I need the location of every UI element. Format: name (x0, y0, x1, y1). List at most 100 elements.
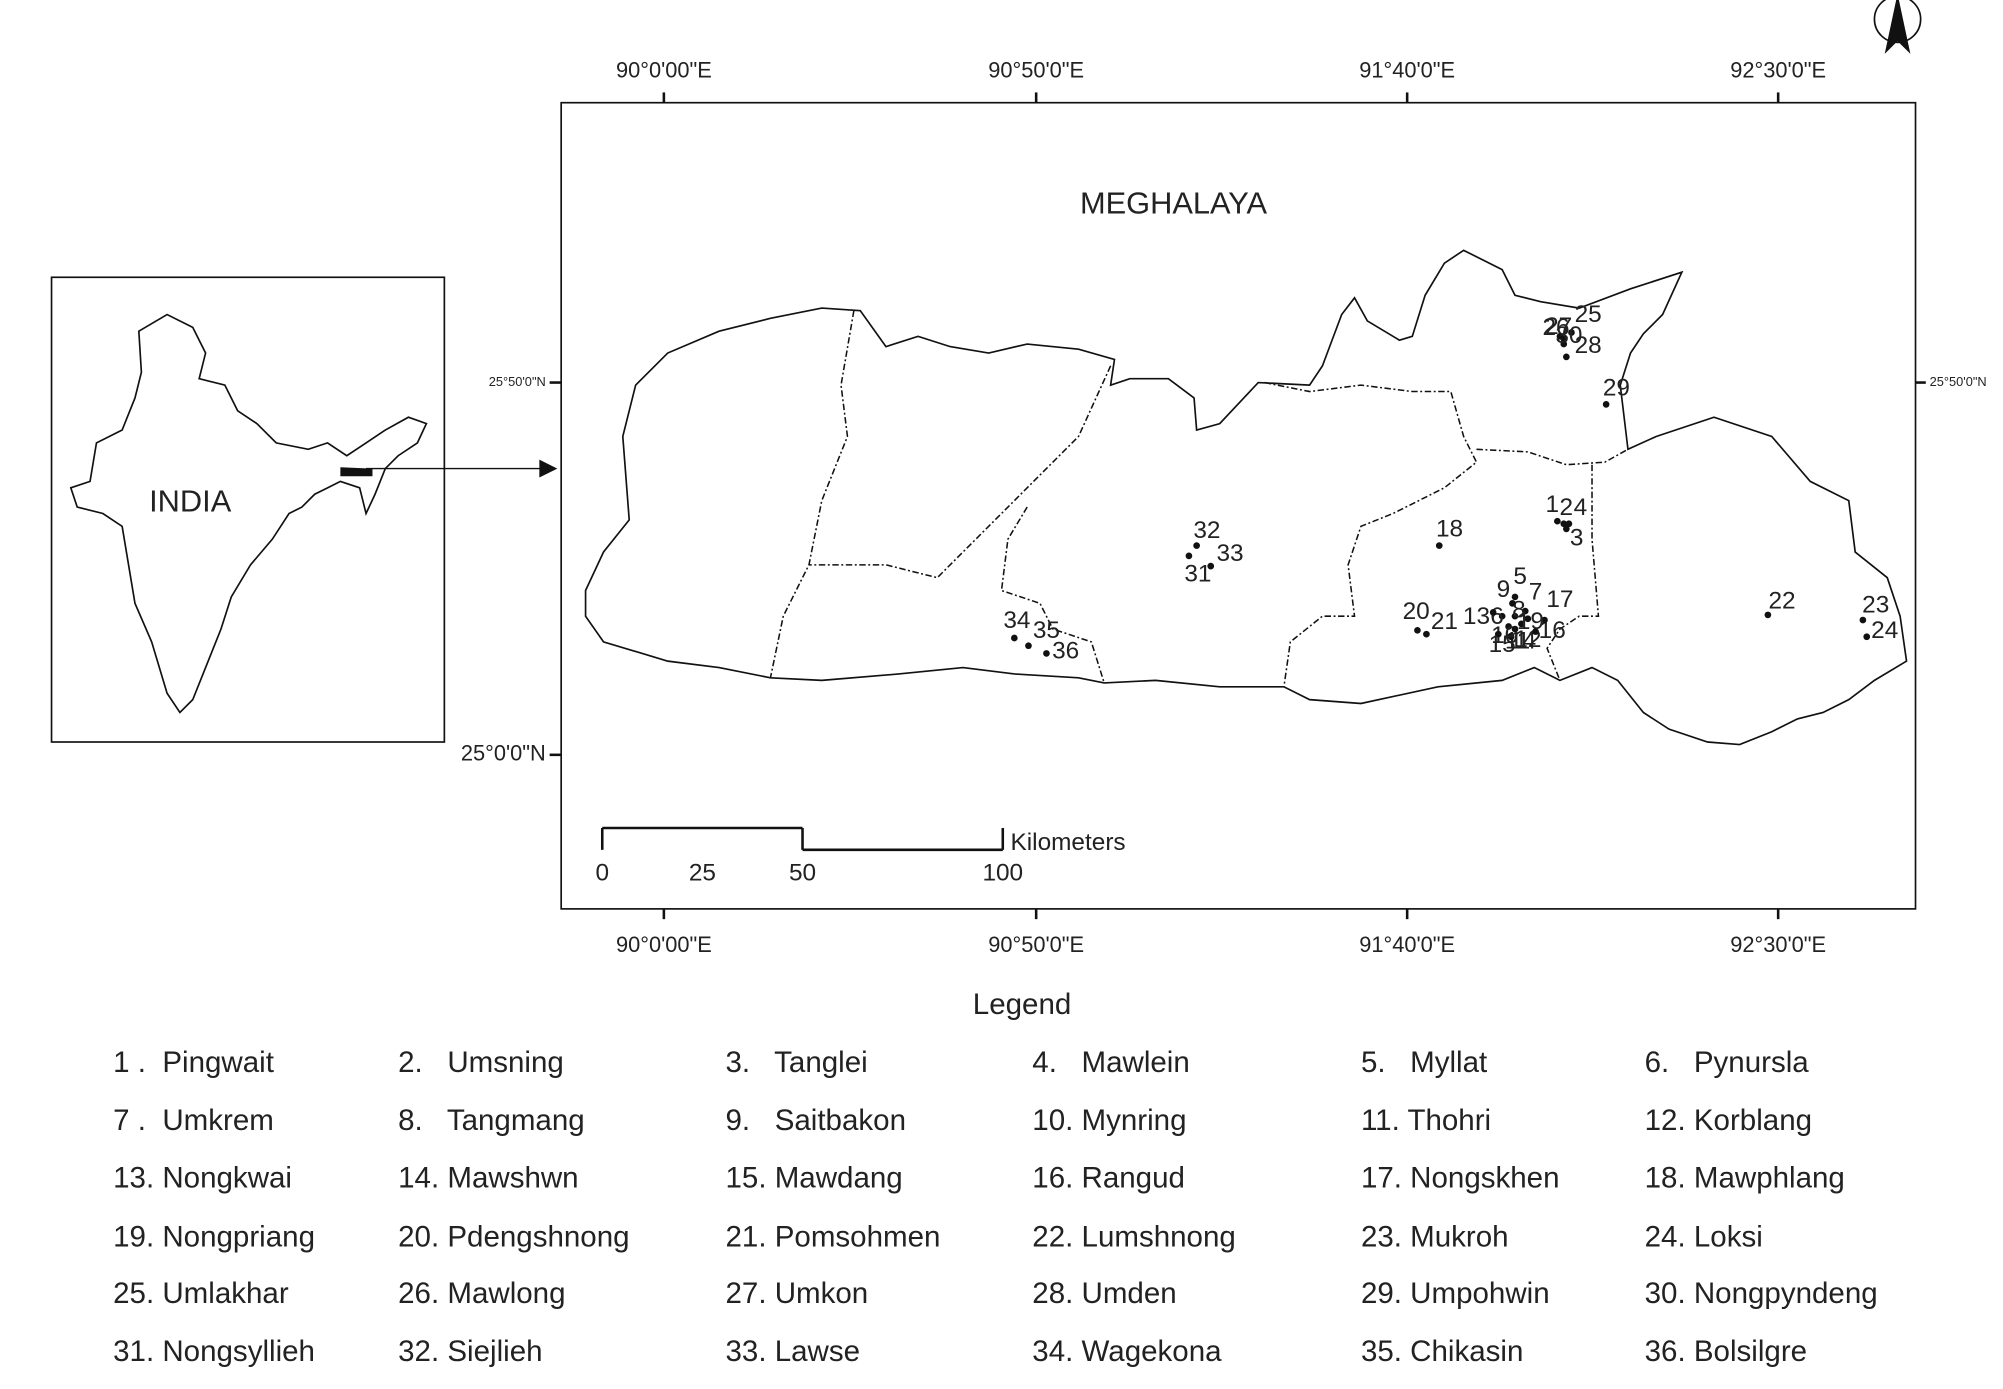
site-label: 31 (1184, 561, 1211, 588)
legend-item: 26. Mawlong (398, 1277, 565, 1310)
site-dot (1207, 562, 1215, 570)
site-label: 1 (1545, 491, 1559, 518)
state-outline (584, 249, 1908, 746)
site-dot (1435, 542, 1443, 549)
scale-unit: Kilometers (1010, 829, 1125, 856)
site-dot (1507, 633, 1515, 641)
site-dot (1560, 520, 1568, 528)
site-dot (1541, 616, 1548, 624)
legend-item: 6. Pynursla (1645, 1046, 1810, 1079)
legend-item: 21. Pomsohmen (725, 1221, 940, 1254)
site-dot (1489, 609, 1497, 616)
site-dot (1494, 630, 1502, 638)
site-label: 26 (1543, 314, 1570, 341)
site-label: 5 (1513, 563, 1527, 590)
site-label: 15 (1489, 631, 1516, 658)
site-dot (1010, 634, 1018, 642)
longitude-label: 90°50'0"E (988, 932, 1084, 957)
site-label: 28 (1575, 332, 1602, 359)
site-dot (1414, 626, 1421, 634)
legend-item: 3. Tanglei (725, 1046, 867, 1079)
legend-item: 13. Nongkwai (113, 1162, 292, 1195)
site-label: 36 (1052, 638, 1079, 665)
scale-label: 50 (789, 860, 816, 887)
district-boundary (1000, 506, 1105, 684)
legend-item: 19. Nongpriang (113, 1221, 315, 1254)
inset-frame (50, 276, 446, 743)
map-title: MEGHALAYA (1080, 186, 1268, 221)
legend-item: 1 . Pingwait (113, 1046, 274, 1079)
longitude-label: 92°30'0"E (1730, 58, 1826, 83)
inset-label: INDIA (149, 483, 232, 518)
site-dot (1423, 630, 1430, 638)
legend-item: 9. Saitbakon (725, 1104, 906, 1137)
site-label: 23 (1862, 591, 1889, 618)
legend-item: 25. Umlakhar (113, 1277, 289, 1310)
site-dot (1511, 612, 1519, 620)
legend-item: 36. Bolsilgre (1645, 1335, 1807, 1368)
legend-item: 24. Loksi (1645, 1221, 1763, 1254)
site-dot (1043, 650, 1050, 657)
legend-item: 23. Mukroh (1361, 1221, 1509, 1254)
longitude-label: 90°0'00"E (616, 58, 712, 83)
site-label: 30 (1555, 322, 1582, 349)
site-label: 18 (1436, 516, 1463, 543)
north-arrow (1873, 0, 1922, 54)
site-label: 19 (1517, 608, 1544, 635)
legend-item: 22. Lumshnong (1032, 1221, 1235, 1254)
scale-bar (602, 826, 1003, 852)
site-label: 7 (1529, 579, 1543, 606)
site-label: 11 (1505, 627, 1530, 654)
site-label: 17 (1546, 586, 1573, 613)
site-label: 2 (1560, 494, 1574, 521)
latitude-label: 25°50'0"N (1930, 374, 1987, 389)
site-label: 34 (1003, 607, 1030, 634)
district-boundary (769, 310, 855, 678)
legend-item: 18. Mawphlang (1645, 1162, 1845, 1195)
site-dot (1554, 517, 1561, 525)
legend-item: 4. Mawlein (1032, 1046, 1189, 1079)
site-label: 3 (1570, 525, 1584, 552)
map-frame (560, 101, 1917, 910)
site-dot (1511, 593, 1519, 601)
legend-item: 5. Myllat (1361, 1046, 1487, 1079)
longitude-label: 91°40'0"E (1359, 58, 1455, 83)
site-dot (1863, 633, 1871, 641)
site-dot (1568, 329, 1575, 336)
site-label: 4 (1574, 494, 1588, 521)
site-dot (1563, 525, 1570, 533)
site-dot (1518, 620, 1525, 628)
legend-item: 27. Umkon (725, 1277, 868, 1310)
legend-item: 8. Tangmang (398, 1104, 585, 1137)
longitude-label: 92°30'0"E (1730, 932, 1826, 957)
arrow-head (539, 459, 558, 478)
legend-item: 29. Umpohwin (1361, 1277, 1550, 1310)
site-dot (1532, 628, 1539, 635)
site-label: 32 (1193, 517, 1220, 544)
site-dot (1185, 552, 1193, 560)
site-label: 13 (1463, 603, 1490, 630)
site-label: 25 (1575, 301, 1602, 328)
site-label: 22 (1768, 588, 1795, 615)
scale-label: 25 (689, 860, 716, 887)
site-dot (1511, 625, 1519, 633)
site-dot (1509, 600, 1516, 607)
site-dot (1193, 542, 1200, 549)
district-boundary (808, 365, 1112, 579)
site-label: 21 (1431, 608, 1458, 635)
scale-label: 100 (982, 860, 1023, 887)
legend-item: 15. Mawdang (725, 1162, 902, 1195)
legend-item: 20. Pdengshnong (398, 1221, 629, 1254)
meghalaya-inset (340, 467, 373, 477)
site-dot (1524, 615, 1532, 623)
legend-item: 35. Chikasin (1361, 1335, 1523, 1368)
scale-label: 0 (595, 860, 609, 887)
site-dot (1498, 612, 1506, 620)
legend-item: 7 . Umkrem (113, 1104, 274, 1137)
legend-item: 17. Nongskhen (1361, 1162, 1560, 1195)
legend-item: 34. Wagekona (1032, 1335, 1222, 1368)
legend-item: 33. Lawse (725, 1335, 860, 1368)
legend-item: 16. Rangud (1032, 1162, 1185, 1195)
legend-item: 2. Umsning (398, 1046, 564, 1079)
